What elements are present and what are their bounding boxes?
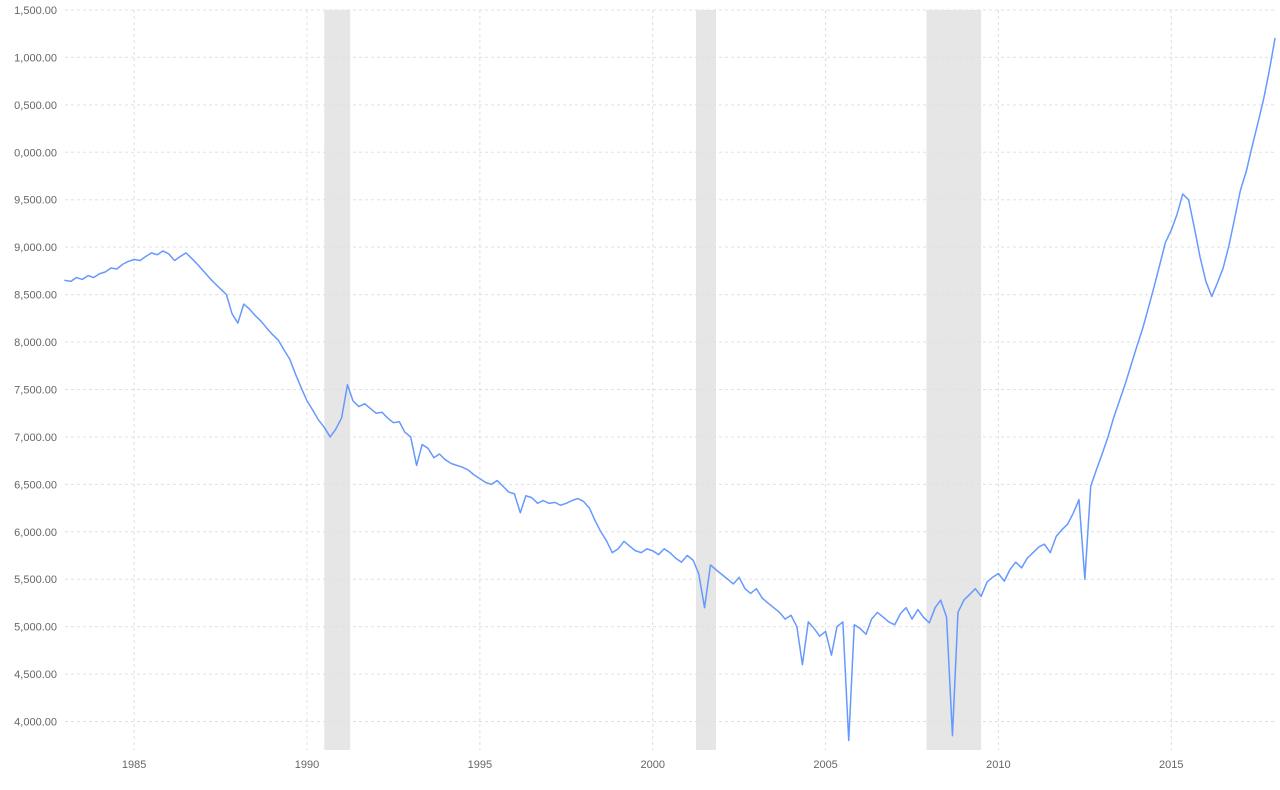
y-axis-tick-label: 4,000.00	[14, 717, 57, 729]
x-axis-tick-label: 1985	[122, 759, 146, 771]
y-axis-tick-label: 6,000.00	[14, 527, 57, 539]
y-axis-tick-label: 5,500.00	[14, 574, 57, 586]
x-axis-tick-label: 2005	[813, 759, 837, 771]
y-axis-tick-label: 8,000.00	[14, 337, 57, 349]
y-axis-tick-label: 9,000.00	[14, 242, 57, 254]
y-axis-tick-label: 0,000.00	[14, 147, 57, 159]
y-axis-tick-label: 1,000.00	[14, 52, 57, 64]
line-chart: 4,000.00 4,500.00 5,000.00 5,500.00 6,000.00…	[0, 0, 1280, 790]
x-axis-tick-label: 2000	[640, 759, 664, 771]
y-axis-tick-label: 5,000.00	[14, 622, 57, 634]
y-axis-tick-label: 0,500.00	[14, 100, 57, 112]
y-axis-tick-label: 9,500.00	[14, 195, 57, 207]
y-axis-tick-label: 8,500.00	[14, 290, 57, 302]
recession-band-2	[927, 10, 982, 750]
x-axis-tick-label: 1995	[468, 759, 492, 771]
recession-band-1	[696, 10, 716, 750]
x-axis-tick-label: 2010	[986, 759, 1010, 771]
y-axis-tick-label: 6,500.00	[14, 479, 57, 491]
y-axis-tick-label: 7,000.00	[14, 432, 57, 444]
x-axis-tick-label: 2015	[1159, 759, 1183, 771]
recession-band-0	[324, 10, 350, 750]
y-axis-tick-label: 4,500.00	[14, 669, 57, 681]
x-axis-tick-label: 1990	[295, 759, 319, 771]
y-axis-tick-label: 1,500.00	[14, 5, 57, 17]
y-axis-tick-label: 7,500.00	[14, 384, 57, 396]
chart-svg: 4,000.00 4,500.00 5,000.00 5,500.00 6,000.00…	[0, 0, 1280, 790]
